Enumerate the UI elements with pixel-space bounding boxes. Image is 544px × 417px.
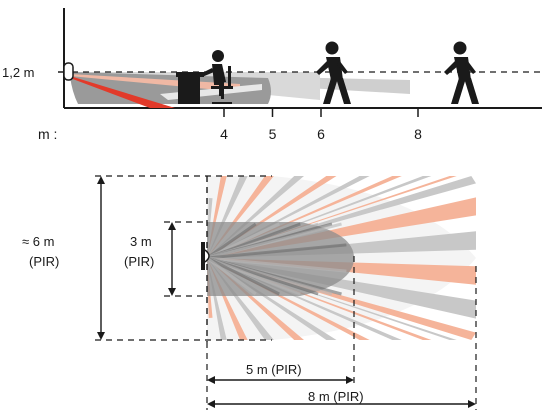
width-6m-arrow-down [97,332,105,340]
desk-top [176,72,204,77]
side-view: 1,2 m [2,8,542,142]
fan-ray [207,258,274,340]
fan-inner-ray [206,243,347,260]
side-zone-red-beam [70,76,175,108]
width-6m-label: ≈ 6 m [22,234,54,249]
fan-inner-ray [206,256,347,273]
width-6m-arrow-up [97,176,105,184]
width-3m-arrow-up [168,222,176,230]
range-5m-label: 5 m (PIR) [246,362,302,377]
axis-tick-label: 6 [317,126,325,142]
seated-person-at-desk-icon [176,50,233,104]
desk-body [178,76,200,104]
fan-inner-ray [206,256,280,296]
fan-ray [207,176,304,258]
chair-base [212,102,232,104]
detection-fan [206,176,476,340]
top-view: ≈ 6 m (PIR) 3 m (PIR) 5 m (PIR) 8 m (PIR… [22,175,477,410]
height-label: 1,2 m [2,65,35,80]
range-8m-arrow-left [207,400,215,408]
fan-inner-ray [206,222,257,260]
fan-inner-ray [206,256,301,296]
axis-tick-label: 4 [220,126,228,142]
chair-seat [211,86,233,89]
fan-inner-ray [206,222,342,260]
chair-post [221,89,224,99]
width-3m-label: 3 m [130,234,152,249]
axis-tick-label: 5 [269,126,277,142]
chair-back [228,66,231,88]
fan-inner-ray [206,256,257,296]
range-8m-label: 8 m (PIR) [308,389,364,404]
range-5m-arrow-left [207,376,215,384]
side-sensor-icon [63,62,74,81]
fan-ray [207,258,370,340]
walking-person-6m-icon [316,41,351,104]
width-3m-arrow-down [168,288,176,296]
walking-person-far-icon [444,41,479,104]
axis-tick-label: 8 [414,126,422,142]
top-sensor-icon [201,242,210,270]
seated-torso [212,64,226,84]
range-5m-arrow-right [346,376,354,384]
seated-head [212,50,224,62]
range-8m-arrow-right [468,400,476,408]
seated-arm [200,68,214,77]
side-axis-ticks: 4 5 6 8 [220,108,422,142]
width-3m-sublabel: (PIR) [124,254,154,269]
axis-unit-label: m : [38,126,57,142]
fan-ray [207,176,274,258]
fan-ray [207,258,304,340]
width-6m-sublabel: (PIR) [29,254,59,269]
